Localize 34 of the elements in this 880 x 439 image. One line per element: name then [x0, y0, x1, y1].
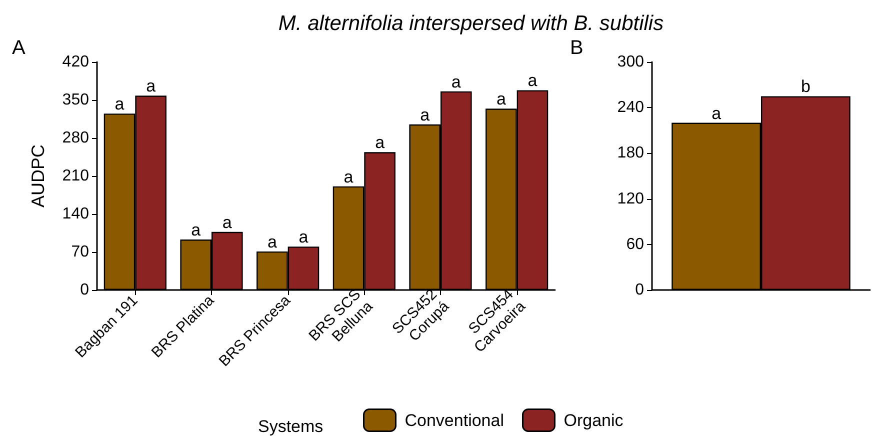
y-axis-title: AUDPC: [28, 144, 48, 208]
text: A: [12, 37, 26, 59]
y-tick-label: 60: [626, 236, 644, 253]
y-tick-label: 350: [62, 92, 90, 108]
data-label: a: [528, 71, 538, 90]
data-label: a: [114, 94, 125, 114]
legend-label: Organic: [564, 410, 624, 430]
data-label: a: [298, 228, 309, 247]
y-tick-label: 120: [617, 190, 644, 208]
y-tick-label: 0: [80, 282, 90, 298]
data-label: a: [191, 220, 202, 240]
legend-title: Systems: [258, 417, 324, 436]
y-tick-label: 210: [62, 168, 90, 184]
text: B: [570, 37, 584, 59]
y-tick-label: 180: [617, 144, 644, 162]
y-tick-label: 300: [617, 54, 644, 70]
y-tick-label: 240: [617, 99, 644, 116]
data-label: a: [267, 232, 278, 252]
data-label: a: [375, 133, 386, 152]
data-label: a: [496, 90, 506, 109]
data-label: a: [712, 104, 722, 123]
chart-title: M. alternifolia interspersed with B. subtilis: [278, 12, 664, 35]
y-tick-label: 420: [62, 54, 90, 70]
y-tick-label: 280: [62, 130, 90, 146]
data-label: a: [344, 167, 354, 186]
legend-label: Conventional: [404, 410, 504, 430]
data-label: b: [800, 77, 810, 96]
data-label: a: [146, 76, 156, 96]
y-tick-label: 140: [62, 206, 90, 222]
data-label: a: [420, 105, 430, 124]
data-label: a: [222, 212, 232, 232]
y-tick-label: 0: [635, 282, 644, 298]
data-label: a: [451, 72, 462, 92]
y-tick-label: 70: [71, 244, 90, 260]
